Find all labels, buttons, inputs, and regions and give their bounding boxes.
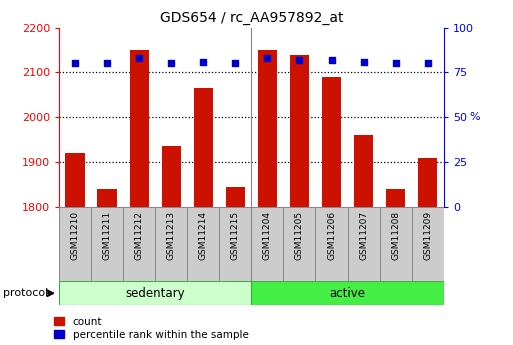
Title: GDS654 / rc_AA957892_at: GDS654 / rc_AA957892_at: [160, 11, 343, 25]
FancyBboxPatch shape: [411, 207, 444, 281]
Text: sedentary: sedentary: [125, 287, 185, 300]
Point: [135, 55, 143, 61]
Point: [71, 61, 79, 66]
Text: GSM11208: GSM11208: [391, 211, 400, 260]
Text: GSM11209: GSM11209: [423, 211, 432, 260]
Legend: count, percentile rank within the sample: count, percentile rank within the sample: [54, 317, 249, 340]
FancyBboxPatch shape: [91, 207, 123, 281]
Bar: [97, 189, 116, 207]
Point: [295, 57, 304, 63]
FancyBboxPatch shape: [380, 207, 411, 281]
Bar: [290, 55, 309, 207]
Bar: [129, 50, 149, 207]
FancyBboxPatch shape: [155, 207, 187, 281]
Text: GSM11207: GSM11207: [359, 211, 368, 260]
Point: [360, 59, 368, 65]
Text: GSM11205: GSM11205: [295, 211, 304, 260]
Text: active: active: [329, 287, 366, 300]
Point: [263, 55, 271, 61]
Point: [391, 61, 400, 66]
Bar: [258, 50, 277, 207]
FancyBboxPatch shape: [59, 281, 251, 305]
Point: [327, 57, 336, 63]
Bar: [386, 189, 405, 207]
Bar: [66, 153, 85, 207]
FancyBboxPatch shape: [251, 281, 444, 305]
Bar: [354, 135, 373, 207]
Point: [231, 61, 240, 66]
Bar: [322, 77, 341, 207]
FancyBboxPatch shape: [59, 207, 91, 281]
Text: GSM11214: GSM11214: [199, 211, 208, 260]
Point: [167, 61, 175, 66]
Bar: [226, 187, 245, 207]
Bar: [194, 88, 213, 207]
Text: GSM11211: GSM11211: [103, 211, 112, 260]
FancyBboxPatch shape: [251, 207, 283, 281]
Text: GSM11213: GSM11213: [167, 211, 176, 260]
Point: [103, 61, 111, 66]
Bar: [418, 158, 437, 207]
FancyBboxPatch shape: [187, 207, 220, 281]
Bar: [162, 146, 181, 207]
Text: GSM11206: GSM11206: [327, 211, 336, 260]
Point: [199, 59, 207, 65]
FancyBboxPatch shape: [283, 207, 315, 281]
Y-axis label: %: %: [470, 112, 481, 122]
FancyBboxPatch shape: [123, 207, 155, 281]
Text: protocol: protocol: [3, 288, 48, 298]
Text: GSM11204: GSM11204: [263, 211, 272, 260]
FancyBboxPatch shape: [348, 207, 380, 281]
Text: GSM11210: GSM11210: [70, 211, 80, 260]
Text: GSM11212: GSM11212: [134, 211, 144, 260]
Text: GSM11215: GSM11215: [231, 211, 240, 260]
Point: [424, 61, 432, 66]
FancyBboxPatch shape: [220, 207, 251, 281]
FancyBboxPatch shape: [315, 207, 348, 281]
